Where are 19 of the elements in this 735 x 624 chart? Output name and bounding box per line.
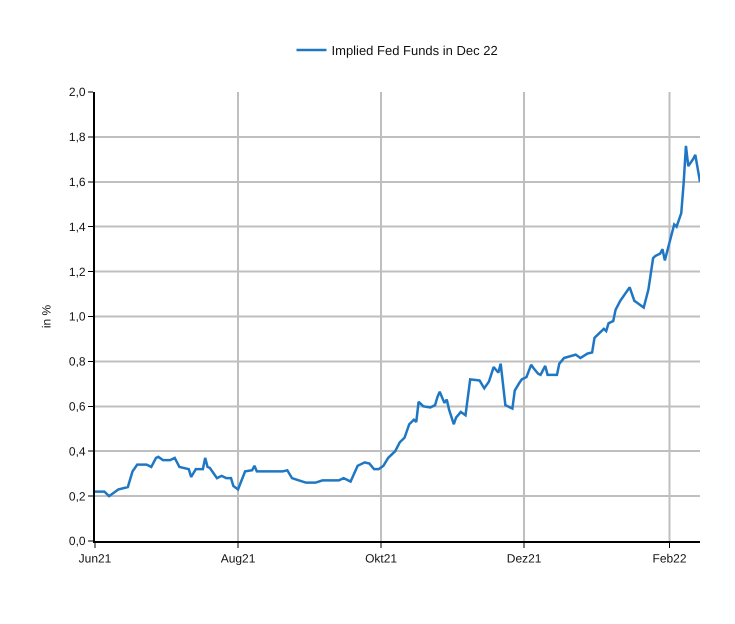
y-tick-label: 0,2 xyxy=(68,489,86,504)
legend-label: Implied Fed Funds in Dec 22 xyxy=(332,43,498,58)
y-tick-label: 1,2 xyxy=(68,264,86,279)
y-tick-label: 0,8 xyxy=(68,354,86,369)
line-series xyxy=(95,144,700,498)
y-tick-label: 1,4 xyxy=(68,220,86,234)
y-tick-label: 0,0 xyxy=(68,534,86,548)
y-tick-label: 1,6 xyxy=(68,175,86,189)
y-tick-label: 1,8 xyxy=(68,130,86,144)
x-tick-label: Okt21 xyxy=(365,551,398,566)
x-tick-label: Dez21 xyxy=(506,551,542,566)
y-tick-label: 0,6 xyxy=(68,400,86,414)
x-tick-label: Aug21 xyxy=(220,551,256,566)
y-axis-title: in % xyxy=(40,304,54,328)
y-tick-label: 1,0 xyxy=(68,310,86,324)
x-tick-label: Jun21 xyxy=(78,551,112,566)
y-tick-label: 2,0 xyxy=(68,85,86,100)
y-tick-label: 0,4 xyxy=(68,444,86,458)
x-tick-label: Feb22 xyxy=(652,551,687,566)
